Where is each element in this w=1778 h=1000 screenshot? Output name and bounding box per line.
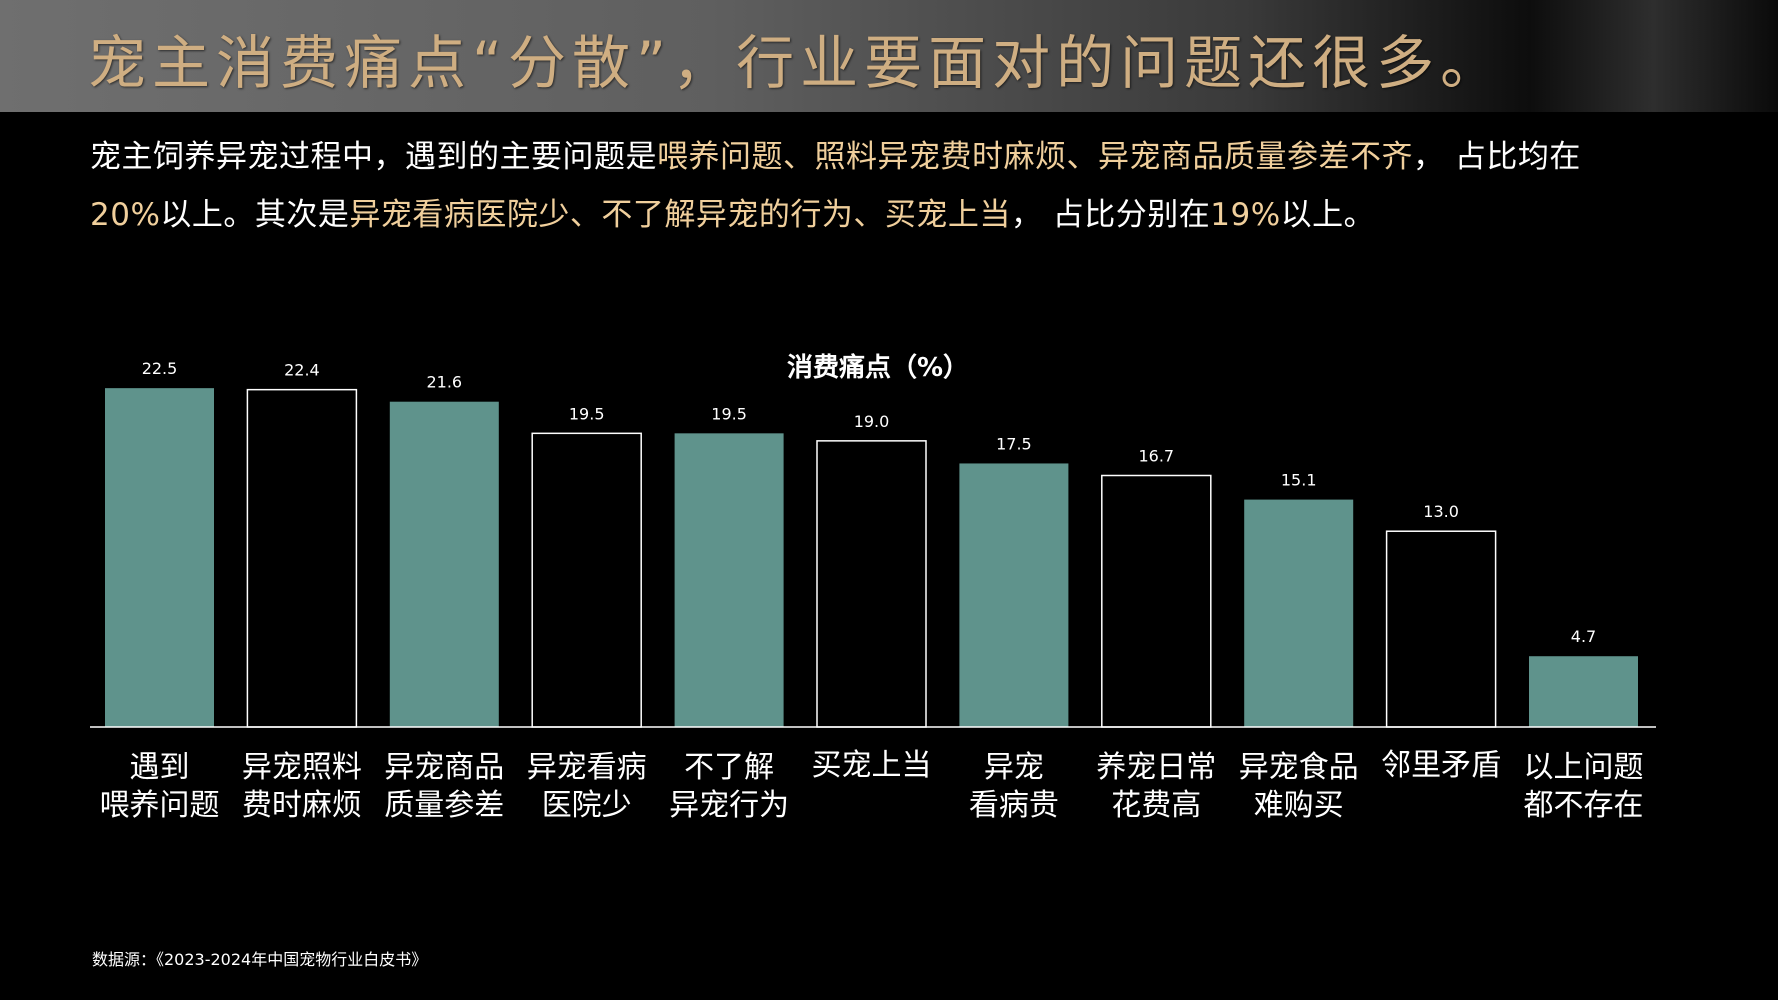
- category-label: 异宠行为: [669, 788, 789, 823]
- category-label: 看病贵: [969, 788, 1059, 823]
- category-label: 医院少: [542, 788, 632, 823]
- summary-highlight: 20%: [90, 197, 161, 233]
- category-label: 花费高: [1111, 788, 1201, 823]
- category-label: 难购买: [1254, 788, 1344, 823]
- data-label: 22.4: [284, 361, 320, 380]
- bar: [1244, 499, 1354, 727]
- bar: [1101, 474, 1212, 728]
- summary-text-part: 以上。其次是: [160, 197, 350, 233]
- bar: [246, 388, 358, 728]
- data-label: 16.7: [1138, 446, 1174, 465]
- category-label: 异宠食品: [1239, 750, 1359, 785]
- summary-text-part: ， 占比均在: [1413, 139, 1581, 175]
- data-label: 17.5: [996, 434, 1032, 453]
- summary-highlight: 异宠看病医院少、不了解异宠的行为、买宠上当: [349, 197, 1011, 233]
- category-label: 邻里矛盾: [1381, 748, 1501, 783]
- chart-title: 消费痛点（%）: [787, 352, 969, 383]
- category-label: 养宠日常: [1096, 750, 1216, 785]
- page-title: 宠主消费痛点“分散”，行业要面对的问题还很多。: [88, 29, 1505, 97]
- source-note: 数据源：《2023-2024年中国宠物行业白皮书》: [92, 950, 428, 969]
- bar: [531, 432, 642, 728]
- data-label: 4.7: [1571, 627, 1596, 646]
- category-label: 费时麻烦: [242, 788, 362, 823]
- bar: [674, 433, 784, 727]
- category-label: 异宠照料: [242, 750, 362, 785]
- category-label: 买宠上当: [812, 748, 932, 783]
- data-label: 19.5: [569, 404, 605, 423]
- data-label: 19.5: [711, 404, 747, 423]
- summary-text: 宠主饲养异宠过程中，遇到的主要问题是喂养问题、照料异宠费时麻烦、异宠商品质量参差…: [90, 128, 1710, 244]
- data-label: 22.5: [142, 359, 178, 378]
- summary-text-part: 宠主饲养异宠过程中，遇到的主要问题是: [90, 139, 657, 175]
- category-label: 质量参差: [384, 788, 504, 823]
- bar: [1385, 530, 1497, 728]
- summary-text-part: ， 占比分别在: [1010, 197, 1211, 233]
- summary-highlight: 19%: [1210, 197, 1281, 233]
- category-label: 喂养问题: [100, 788, 220, 823]
- bar: [1529, 656, 1638, 727]
- title-bar: 宠主消费痛点“分散”，行业要面对的问题还很多。: [0, 0, 1778, 112]
- category-label: 都不存在: [1524, 788, 1644, 823]
- data-label: 13.0: [1423, 502, 1459, 521]
- summary-highlight: 喂养问题、照料异宠费时麻烦、异宠商品质量参差不齐: [657, 139, 1413, 175]
- category-label: 以上问题: [1524, 750, 1644, 785]
- category-label: 遇到: [130, 750, 190, 785]
- bar: [389, 401, 499, 727]
- summary-text-part: 以上。: [1280, 197, 1376, 233]
- bar: [105, 388, 214, 727]
- category-label: 异宠商品: [384, 750, 504, 785]
- data-label: 19.0: [854, 412, 890, 431]
- category-label: 异宠看病: [527, 750, 647, 785]
- category-label: 异宠: [984, 750, 1044, 785]
- bar: [959, 463, 1069, 727]
- bar: [816, 440, 927, 728]
- category-label: 不了解: [684, 750, 774, 785]
- data-label: 15.1: [1281, 471, 1317, 490]
- data-label: 21.6: [426, 373, 462, 392]
